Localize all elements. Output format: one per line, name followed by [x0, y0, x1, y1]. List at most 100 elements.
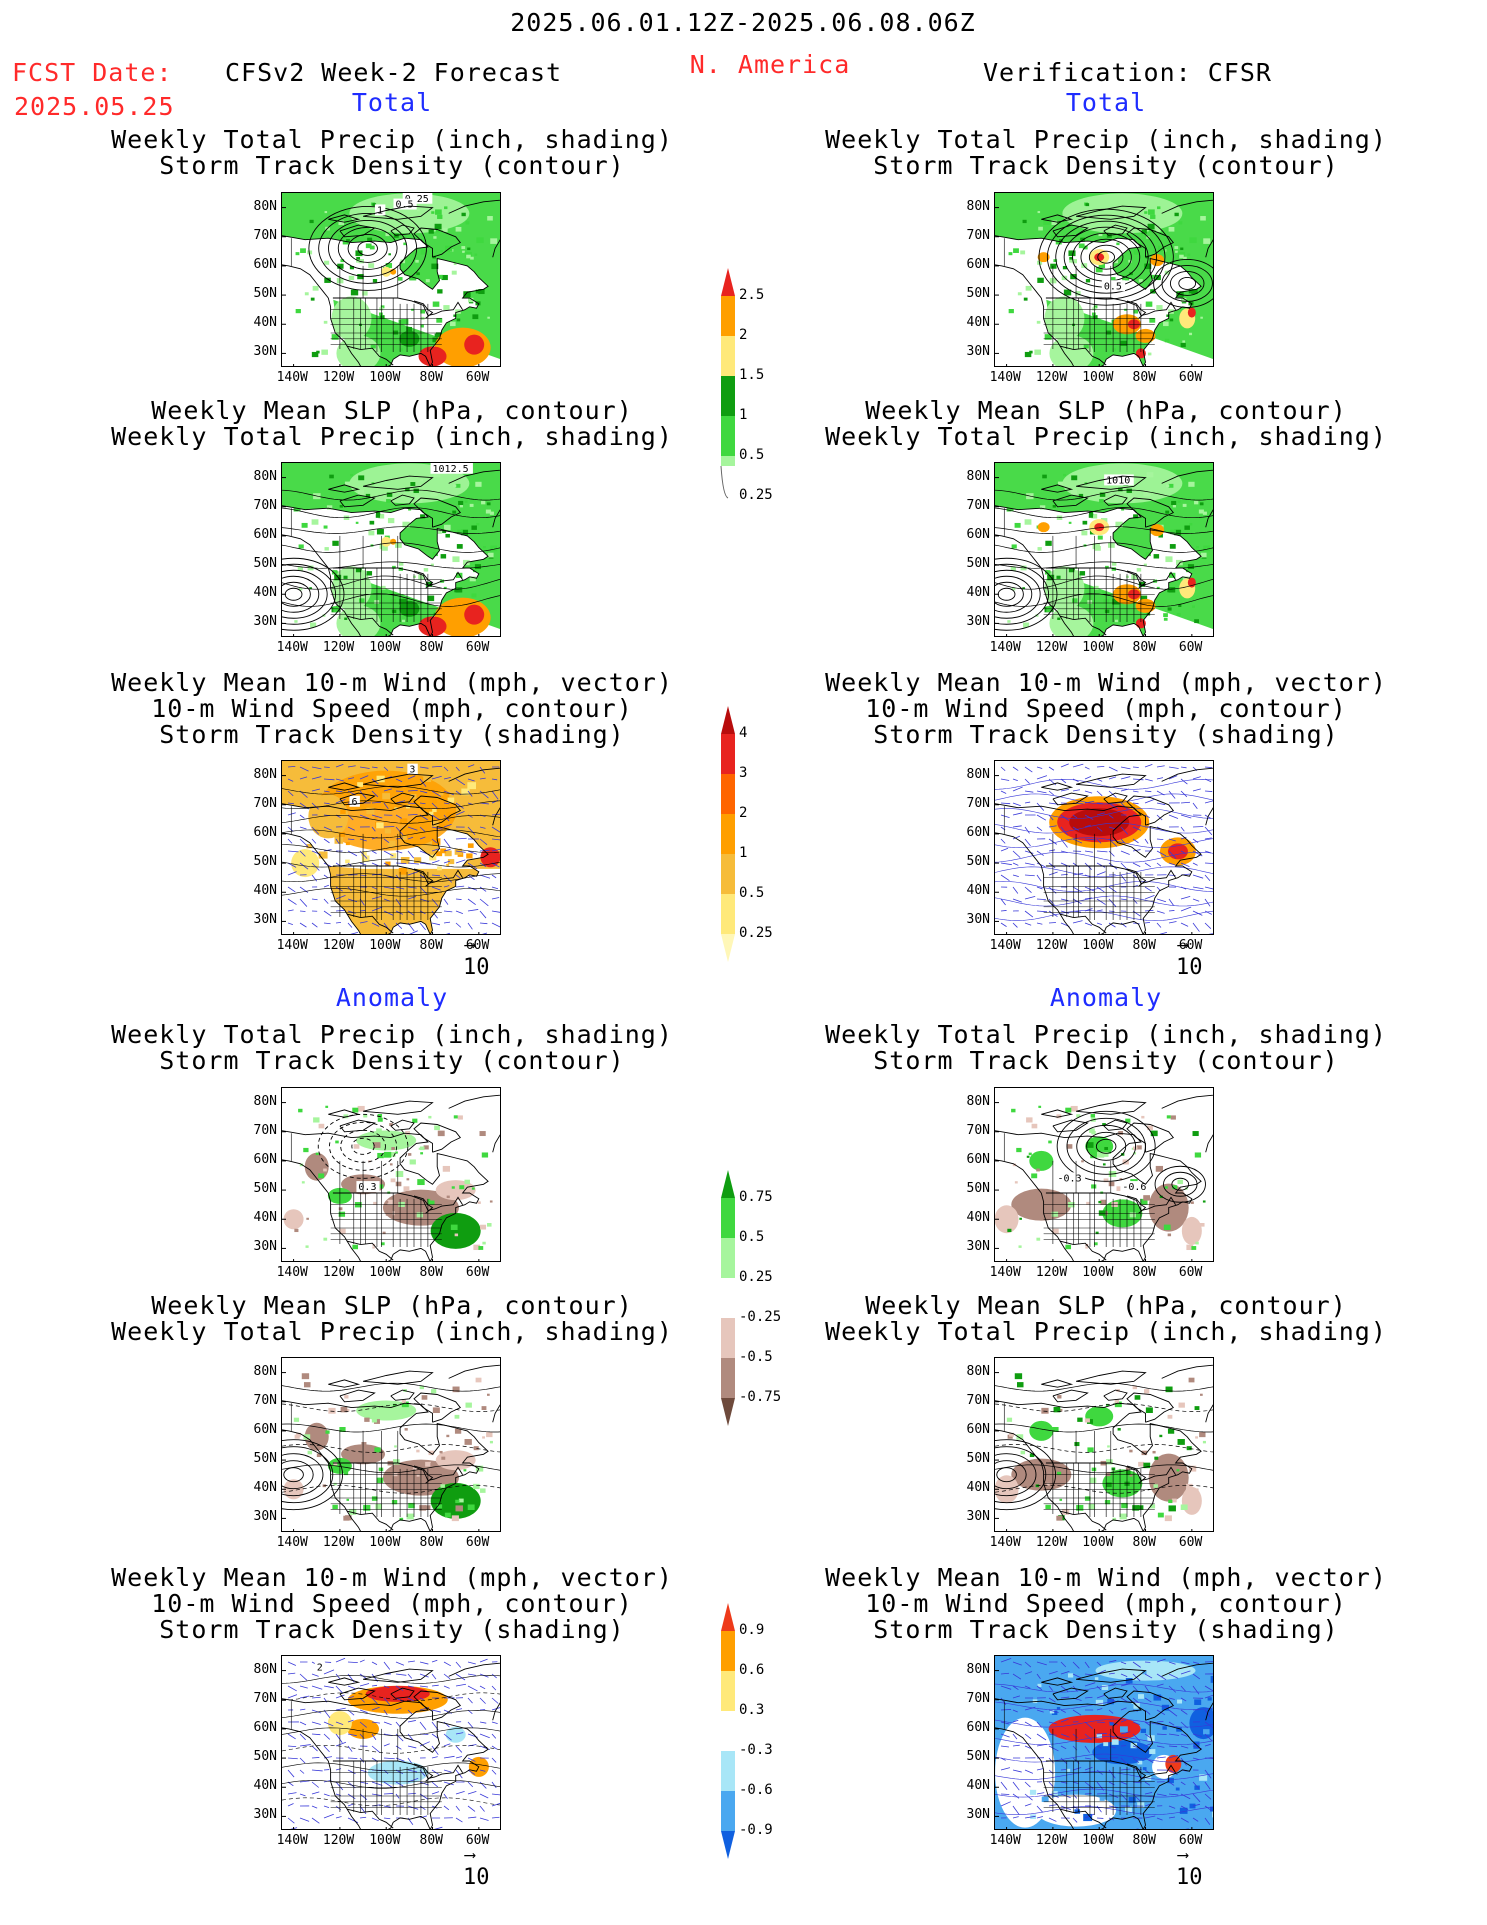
panel-title-fc-precip-anom: Weekly Total Precip (inch, shading) Storm… [111, 1020, 673, 1075]
lat-label: 80N [966, 766, 990, 782]
lat-label: 30N [966, 614, 990, 630]
lat-label: 30N [966, 1807, 990, 1823]
lat-label: 30N [966, 1239, 990, 1255]
lat-label: 50N [966, 556, 990, 572]
lat-label: 80N [253, 198, 277, 214]
lon-label: 100W [1082, 1833, 1114, 1848]
lat-label: 40N [253, 585, 277, 601]
lat-label: 80N [253, 1093, 277, 1109]
lon-label: 140W [276, 1833, 308, 1848]
colorbar-tick-label: 0.5 [739, 447, 765, 463]
lon-label: 100W [1082, 640, 1114, 655]
lat-label: 80N [253, 1661, 277, 1677]
lat-label: 50N [966, 1181, 990, 1197]
lat-label: 30N [966, 344, 990, 360]
svg-text:6: 6 [351, 797, 357, 808]
lon-label: 60W [465, 370, 490, 385]
lat-label: 30N [253, 1807, 277, 1823]
fcst-date-value: 2025.05.25 [14, 92, 175, 121]
lat-label: 60N [966, 526, 990, 542]
lon-label: 80W [419, 370, 443, 385]
lon-label: 120W [322, 1265, 355, 1280]
panel-title-vf-wind-total: Weekly Mean 10-m Wind (mph, vector) 10-m … [825, 668, 1387, 749]
colorbar-tick-label: 2.5 [739, 287, 765, 303]
lon-label: 120W [322, 640, 355, 655]
lon-label: 140W [276, 370, 308, 385]
lon-label: 140W [989, 1265, 1021, 1280]
lat-label: 40N [253, 1480, 277, 1496]
lon-label: 100W [369, 1265, 401, 1280]
map-vf-slp-total: 1010 [994, 462, 1214, 637]
svg-text:0.5: 0.5 [395, 200, 413, 211]
lon-label: 120W [322, 938, 355, 953]
lat-label: 30N [253, 344, 277, 360]
lat-label: 40N [966, 585, 990, 601]
lat-label: 60N [966, 1719, 990, 1735]
lat-label: 40N [253, 883, 277, 899]
lat-label: 40N [966, 1480, 990, 1496]
map-fc-precip-total: 0.25 1 0.5 [281, 192, 501, 367]
lat-label: 60N [253, 1719, 277, 1735]
lat-label: 80N [966, 1661, 990, 1677]
colorbar-tick-label: -0.6 [739, 1782, 773, 1798]
lon-label: 120W [1035, 1833, 1068, 1848]
colorbar-tick-label: 0.25 [739, 487, 773, 503]
colorbar-tick-label: -0.3 [739, 1742, 773, 1758]
fcst-date-label: FCST Date: [12, 58, 173, 87]
map-vf-wind-anom [994, 1655, 1214, 1830]
lat-label: 50N [966, 854, 990, 870]
lat-label: 40N [253, 1778, 277, 1794]
vector-ref-vf-anom: ⟶ 10 [1176, 1845, 1203, 1890]
colorbar-tick-label: -0.75 [739, 1389, 782, 1405]
lon-label: 100W [369, 370, 401, 385]
svg-text:0.3: 0.3 [358, 1182, 376, 1193]
svg-text:-0.6: -0.6 [1122, 1182, 1146, 1193]
map-vf-precip-anom: -0.3 -0.6 [994, 1087, 1214, 1262]
lat-label: 70N [253, 497, 277, 513]
lon-label: 120W [1035, 1265, 1068, 1280]
colorbar-tick-label: 0.9 [739, 1622, 765, 1638]
lon-label: 100W [369, 1833, 401, 1848]
lat-label: 40N [966, 1778, 990, 1794]
lon-label: 140W [989, 1535, 1021, 1550]
vector-ref-fc-anom: ⟶ 10 [463, 1845, 490, 1890]
lon-label: 140W [989, 640, 1021, 655]
lat-label: 50N [253, 286, 277, 302]
lon-label: 60W [465, 1535, 490, 1550]
lat-label: 80N [253, 1363, 277, 1379]
lat-label: 30N [966, 1509, 990, 1525]
lat-label: 70N [253, 1690, 277, 1706]
panel-title-fc-slp-anom: Weekly Mean SLP (hPa, contour) Weekly Tot… [111, 1291, 673, 1346]
lat-label: 50N [253, 1451, 277, 1467]
lat-label: 50N [253, 556, 277, 572]
lon-label: 80W [1132, 370, 1156, 385]
section-total-right: Total [1065, 88, 1147, 117]
model-title: CFSv2 Week-2 Forecast [225, 58, 563, 87]
map-fc-slp-total: 1012.5 [281, 462, 501, 637]
lat-label: 70N [966, 1392, 990, 1408]
lat-label: 30N [253, 614, 277, 630]
map-fc-wind-anom: 2 [281, 1655, 501, 1830]
map-fc-precip-anom: 0.3 [281, 1087, 501, 1262]
lon-label: 60W [1178, 370, 1203, 385]
panel-title-fc-slp-total: Weekly Mean SLP (hPa, contour) Weekly Tot… [111, 396, 673, 451]
lat-label: 30N [966, 912, 990, 928]
lat-label: 70N [253, 227, 277, 243]
colorbar-tick-label: 0.5 [739, 885, 765, 901]
lon-label: 80W [1132, 1265, 1156, 1280]
lat-label: 60N [966, 1151, 990, 1167]
lat-label: 80N [966, 1093, 990, 1109]
lat-label: 60N [966, 1421, 990, 1437]
lat-label: 60N [253, 526, 277, 542]
panel-title-fc-precip-total: Weekly Total Precip (inch, shading) Storm… [111, 125, 673, 180]
lon-label: 120W [1035, 1535, 1068, 1550]
lon-label: 120W [322, 1833, 355, 1848]
lat-label: 40N [966, 315, 990, 331]
vector-ref-vf-total: ⟶ 10 [1176, 935, 1203, 980]
lon-label: 80W [419, 1535, 443, 1550]
lon-label: 60W [1178, 640, 1203, 655]
lat-label: 70N [966, 795, 990, 811]
lon-label: 100W [369, 938, 401, 953]
panel-title-vf-precip-total: Weekly Total Precip (inch, shading) Storm… [825, 125, 1387, 180]
lat-label: 70N [966, 497, 990, 513]
